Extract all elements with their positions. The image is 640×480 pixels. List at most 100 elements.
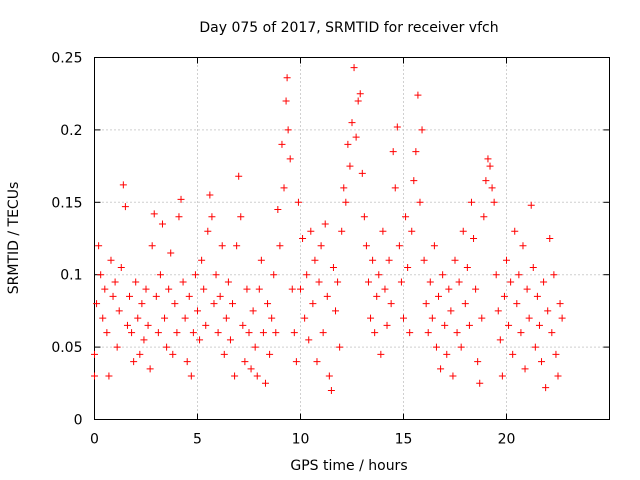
data-point bbox=[268, 314, 276, 322]
grid-lines bbox=[94, 57, 610, 420]
data-point bbox=[527, 201, 535, 209]
data-point bbox=[146, 365, 154, 373]
data-point bbox=[148, 242, 156, 250]
data-point bbox=[198, 256, 206, 264]
data-point bbox=[154, 329, 162, 337]
y-tick-label: 0.05 bbox=[51, 340, 82, 356]
data-point bbox=[212, 271, 220, 279]
data-point bbox=[183, 358, 191, 366]
data-point bbox=[229, 300, 237, 308]
data-point bbox=[99, 314, 107, 322]
data-point bbox=[196, 336, 204, 344]
data-point bbox=[313, 358, 321, 366]
data-point bbox=[533, 292, 541, 300]
data-point bbox=[165, 285, 173, 293]
data-point bbox=[402, 213, 410, 221]
data-point bbox=[472, 285, 480, 293]
data-point bbox=[424, 329, 432, 337]
data-point bbox=[235, 172, 243, 180]
data-point bbox=[214, 329, 222, 337]
data-point bbox=[111, 278, 119, 286]
data-point bbox=[270, 271, 278, 279]
data-point bbox=[449, 372, 457, 380]
data-point bbox=[130, 358, 138, 366]
data-point bbox=[397, 278, 405, 286]
y-tick-label: 0.2 bbox=[60, 123, 82, 139]
data-point bbox=[103, 329, 111, 337]
data-point bbox=[284, 126, 292, 134]
data-point bbox=[371, 329, 379, 337]
x-axis-label: GPS time / hours bbox=[290, 458, 407, 474]
data-point bbox=[91, 350, 98, 358]
data-point bbox=[305, 336, 313, 344]
data-point bbox=[461, 300, 469, 308]
data-point bbox=[416, 198, 424, 206]
data-point bbox=[457, 343, 465, 351]
data-point bbox=[216, 292, 224, 300]
data-point bbox=[470, 235, 478, 242]
data-point bbox=[283, 74, 291, 82]
data-point bbox=[494, 307, 502, 315]
data-point bbox=[443, 350, 451, 358]
data-point bbox=[297, 285, 304, 293]
data-point bbox=[288, 285, 296, 293]
data-point bbox=[173, 329, 181, 337]
data-point bbox=[408, 227, 416, 235]
data-point bbox=[93, 300, 101, 308]
data-point bbox=[356, 90, 364, 98]
data-point bbox=[327, 387, 335, 395]
data-point bbox=[354, 97, 362, 105]
data-point bbox=[194, 307, 201, 315]
data-point bbox=[467, 198, 475, 206]
data-point bbox=[546, 235, 554, 242]
data-point bbox=[412, 148, 420, 156]
data-point bbox=[474, 358, 482, 366]
data-point bbox=[552, 350, 560, 358]
data-point bbox=[406, 329, 414, 337]
axis-ticks bbox=[94, 57, 610, 420]
data-point bbox=[513, 300, 521, 308]
data-point bbox=[179, 278, 187, 286]
data-point bbox=[445, 285, 453, 293]
data-point bbox=[251, 343, 259, 351]
data-point bbox=[439, 271, 447, 279]
data-point bbox=[245, 329, 253, 337]
data-points bbox=[91, 64, 566, 395]
data-point bbox=[323, 292, 331, 300]
data-point bbox=[387, 300, 395, 308]
data-point bbox=[117, 263, 125, 271]
data-point bbox=[247, 365, 255, 373]
data-point bbox=[241, 358, 249, 366]
data-point bbox=[453, 329, 461, 337]
data-point bbox=[259, 329, 267, 337]
data-point bbox=[375, 271, 383, 279]
data-point bbox=[519, 242, 527, 250]
data-point bbox=[373, 292, 381, 300]
data-point bbox=[400, 314, 407, 322]
data-point bbox=[278, 140, 286, 148]
data-point bbox=[261, 379, 269, 387]
data-point bbox=[132, 278, 140, 286]
data-point bbox=[358, 169, 366, 177]
data-point bbox=[222, 314, 230, 322]
data-point bbox=[202, 321, 210, 329]
data-point bbox=[350, 64, 358, 72]
data-point bbox=[303, 271, 311, 279]
data-point bbox=[476, 379, 484, 387]
data-point bbox=[455, 278, 463, 286]
data-point bbox=[459, 227, 467, 235]
data-point bbox=[158, 220, 166, 228]
data-point bbox=[542, 384, 550, 392]
data-point bbox=[255, 285, 263, 293]
data-point bbox=[447, 307, 455, 315]
data-point bbox=[171, 300, 179, 308]
data-point bbox=[276, 242, 284, 250]
data-point bbox=[272, 329, 280, 337]
data-point bbox=[97, 271, 105, 279]
data-point bbox=[385, 256, 393, 264]
data-point bbox=[119, 181, 127, 189]
data-point bbox=[126, 292, 134, 300]
data-point bbox=[381, 285, 389, 293]
data-point bbox=[480, 213, 488, 221]
